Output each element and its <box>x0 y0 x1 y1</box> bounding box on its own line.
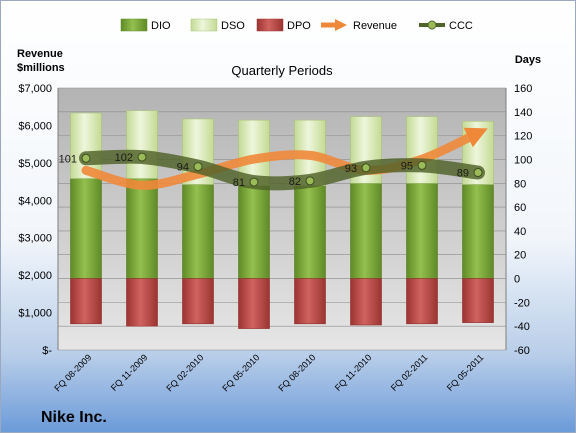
axis-ticks: $- $1,000 $2,000 $3,000 $4,000 $5,000 $6,000 $7… <box>18 83 532 357</box>
ccc-data-label: 102 <box>115 152 133 164</box>
ccc-point <box>249 177 259 187</box>
ccc-point <box>417 160 427 170</box>
bar-dpo <box>462 278 494 323</box>
category-labels: FQ 08-2009 FQ 11-2009 FQ 02-2010 FQ 05-2010… <box>52 352 485 393</box>
legend-label-ccc: CCC <box>449 20 473 32</box>
right-tick-label: -40 <box>514 321 530 333</box>
legend-item-ccc: CCC <box>419 20 473 32</box>
right-tick-label: -60 <box>514 345 530 357</box>
right-tick-label: 60 <box>514 202 526 214</box>
left-tick-label: $- <box>42 345 52 357</box>
category-label: FQ 05-2011 <box>445 352 486 393</box>
category-label: FQ 02-2010 <box>164 352 205 393</box>
legend-label-dio: DIO <box>151 20 171 32</box>
legend-item-dpo: DPO <box>256 18 311 32</box>
right-tick-label: 20 <box>514 250 526 262</box>
category-label: FQ 11-2009 <box>109 352 150 393</box>
bars <box>70 110 494 329</box>
ccc-point <box>137 152 147 162</box>
bar-dso <box>126 110 158 179</box>
bar-dpo <box>182 278 214 325</box>
ccc-point <box>305 176 315 186</box>
category-label: FQ 02-2011 <box>389 352 430 393</box>
bar-dpo <box>350 278 382 326</box>
left-tick-label: $5,000 <box>18 158 52 170</box>
right-tick-label: 160 <box>514 83 532 95</box>
left-axis-title-line1: Revenue <box>17 48 63 60</box>
ccc-point <box>361 163 371 173</box>
right-tick-label: -20 <box>514 297 530 309</box>
category-label: FQ 11-2010 <box>333 352 374 393</box>
legend-item-revenue: Revenue <box>321 18 397 32</box>
left-tick-label: $2,000 <box>18 270 52 282</box>
right-axis-title: Days <box>515 54 541 66</box>
company-name: Nike Inc. <box>41 409 107 426</box>
bar-dio <box>70 178 102 279</box>
bar-dpo <box>294 278 326 325</box>
legend-item-dso: DSO <box>190 18 245 32</box>
bar-dpo <box>70 278 102 325</box>
ccc-point <box>193 162 203 172</box>
plot-area <box>58 88 506 350</box>
bar-dio <box>294 185 326 279</box>
bar-dpo <box>238 278 270 329</box>
ccc-point <box>81 153 91 163</box>
right-tick-label: 120 <box>514 131 532 143</box>
bar-dio <box>238 185 270 279</box>
ccc-point <box>473 168 483 178</box>
left-axis-title-line2: $millions <box>17 62 65 74</box>
ccc-data-label: 101 <box>59 153 77 165</box>
bar-dpo <box>406 278 438 325</box>
ccc-data-label: 93 <box>345 163 357 175</box>
left-tick-label: $6,000 <box>18 120 52 132</box>
category-label: FQ 08-2009 <box>52 352 93 393</box>
legend: DIO DSO DPO Revenue CCC <box>120 18 473 32</box>
left-tick-label: $7,000 <box>18 83 52 95</box>
right-tick-label: 80 <box>514 178 526 190</box>
bar-dio <box>462 184 494 279</box>
bar-dio <box>406 182 438 279</box>
ccc-data-label: 89 <box>457 168 469 180</box>
bar-dpo <box>126 278 158 327</box>
category-label: FQ 08-2010 <box>276 352 317 393</box>
right-tick-label: 40 <box>514 226 526 238</box>
ccc-data-label: 95 <box>401 160 413 172</box>
lines: 101 102 94 81 82 93 95 89 <box>59 127 488 191</box>
legend-label-dpo: DPO <box>287 20 311 32</box>
chart-title: Quarterly Periods <box>231 63 333 78</box>
right-tick-label: 100 <box>514 154 532 166</box>
legend-item-dio: DIO <box>120 18 171 32</box>
ccc-data-label: 82 <box>289 176 301 188</box>
bar-dio <box>350 182 382 279</box>
left-tick-label: $4,000 <box>18 195 52 207</box>
right-tick-label: 140 <box>514 107 532 119</box>
bar-dio <box>126 178 158 279</box>
ccc-data-label: 94 <box>177 162 189 174</box>
ccc-line <box>79 149 485 191</box>
left-tick-label: $3,000 <box>18 233 52 245</box>
bar-dio <box>182 184 214 279</box>
legend-label-revenue: Revenue <box>353 20 397 32</box>
right-tick-label: 0 <box>514 274 520 286</box>
category-label: FQ 05-2010 <box>220 352 261 393</box>
ccc-data-label: 81 <box>233 177 245 189</box>
legend-label-dso: DSO <box>221 20 245 32</box>
left-tick-label: $1,000 <box>18 308 52 320</box>
